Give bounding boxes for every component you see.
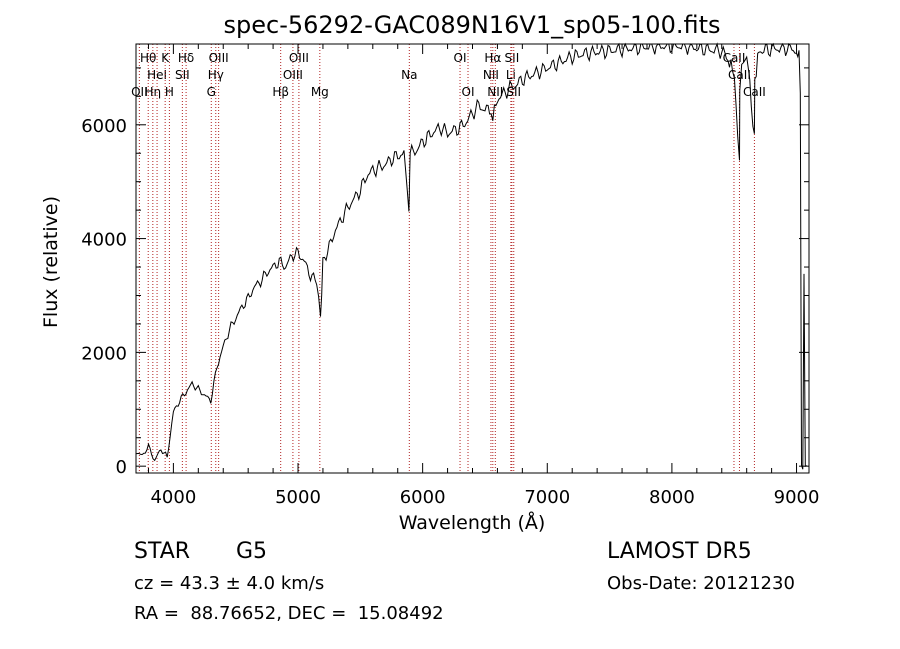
survey-label: LAMOST DR5	[607, 539, 752, 564]
y-tick-label: 0	[116, 457, 127, 478]
spectral-line-label: Mg	[311, 85, 329, 99]
spectral-line-markers: OIIHθHηHeIKHSIIHδGHγOIIIHβOIIIOIIIMgNaOI…	[131, 44, 766, 473]
y-tick-label: 6000	[81, 116, 127, 137]
chart-title: spec-56292-GAC089N16V1_sp05-100.fits	[224, 11, 721, 39]
observation-date-text: Obs-Date: 20121230	[607, 573, 795, 594]
x-axis-label: Wavelength (Å)	[399, 511, 546, 534]
spectral-line-label: OII	[131, 85, 148, 99]
spectral-line-label: OIII	[209, 51, 229, 65]
x-tick-label: 5000	[275, 487, 321, 508]
spectral-line-label: Li	[506, 68, 516, 82]
coordinates-text: RA = 88.76652, DEC = 15.08492	[134, 603, 444, 624]
axis-ticks: 4000 5000 6000 7000 8000 9000 0 2000 4000 6000	[81, 44, 819, 508]
spectral-line-label: SII	[175, 68, 190, 82]
spectral-line-label: Hη	[145, 85, 162, 99]
spectral-line-label: Hβ	[272, 85, 289, 99]
spectral-line-label: NII	[483, 68, 499, 82]
spectral-line-label: Hθ	[140, 51, 156, 65]
spectral-line-label: H	[165, 85, 174, 99]
x-tick-label: 8000	[649, 487, 695, 508]
spectral-line-label: SII	[505, 51, 520, 65]
spectral-line-label: Hγ	[208, 68, 224, 82]
spectral-line-label: K	[161, 51, 170, 65]
object-class-label: STAR	[134, 539, 191, 564]
spectral-line-label: G	[207, 85, 216, 99]
spectral-line-label: Hα	[484, 51, 501, 65]
x-tick-label: 4000	[150, 487, 196, 508]
spectrum-line	[135, 42, 808, 470]
spectral-line-label: SII	[506, 85, 521, 99]
spectral-line-label: OI	[462, 85, 475, 99]
x-tick-label: 7000	[524, 487, 570, 508]
y-tick-label: 2000	[81, 343, 127, 364]
x-tick-label: 9000	[774, 487, 820, 508]
spectral-line-label: Na	[401, 68, 417, 82]
spectral-line-label: HeI	[147, 68, 167, 82]
x-tick-label: 6000	[400, 487, 446, 508]
plot-frame	[135, 43, 810, 474]
spectral-line-label: NII	[487, 85, 503, 99]
y-tick-label: 4000	[81, 230, 127, 251]
redshift-velocity-text: cz = 43.3 ± 4.0 km/s	[134, 573, 325, 594]
object-subclass-label: G5	[236, 539, 268, 564]
spectral-line-label: CaII	[728, 68, 751, 82]
spectral-line-label: OIII	[289, 51, 309, 65]
spectral-line-label: Hδ	[178, 51, 194, 65]
spectral-line-label: OI	[454, 51, 467, 65]
spectral-line-label: OIII	[283, 68, 303, 82]
y-axis-label: Flux (relative)	[40, 196, 62, 328]
